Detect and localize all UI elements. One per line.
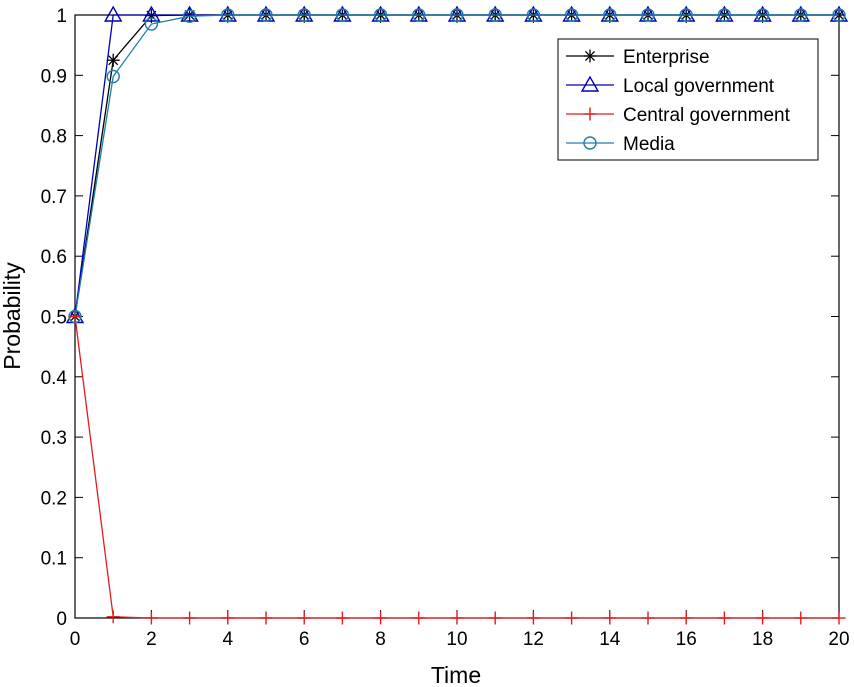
y-tick-label: 0.3	[41, 428, 67, 449]
series-central-government	[68, 310, 846, 625]
data-point	[183, 611, 197, 625]
data-point	[603, 611, 617, 625]
legend-box	[557, 38, 819, 161]
data-point	[144, 17, 159, 31]
y-tick-label: 0.8	[41, 127, 67, 148]
legend-marker	[583, 49, 597, 63]
x-tick-label: 10	[446, 629, 467, 650]
data-point	[755, 8, 770, 22]
legend-marker	[580, 75, 600, 92]
data-point	[106, 53, 120, 67]
data-point	[297, 8, 311, 22]
data-point	[335, 611, 349, 625]
data-point	[182, 9, 197, 23]
x-axis-label: Time	[431, 662, 481, 687]
data-point	[180, 5, 199, 22]
y-tick-label: 0.1	[41, 549, 67, 570]
y-tick-label: 0	[56, 609, 67, 630]
data-point	[259, 611, 273, 625]
data-point	[488, 611, 502, 625]
data-point	[412, 611, 426, 625]
legend-label: Central government	[623, 105, 791, 126]
data-point	[756, 611, 770, 625]
data-point	[106, 69, 120, 84]
data-point	[794, 8, 808, 22]
data-point	[142, 5, 161, 22]
data-point	[373, 8, 388, 22]
y-tick-label: 0.4	[41, 368, 68, 389]
data-point	[297, 611, 311, 625]
data-point	[335, 8, 350, 22]
x-tick-label: 0	[70, 629, 81, 650]
x-tick-label: 14	[599, 629, 621, 650]
data-point	[103, 5, 123, 22]
x-tick-label: 4	[223, 629, 234, 650]
y-tick-label: 0.7	[41, 187, 67, 208]
legend-entry: Media	[566, 134, 675, 155]
data-point	[717, 611, 731, 625]
legend-entry: Enterprise	[566, 47, 710, 68]
data-point	[679, 611, 693, 625]
data-point	[564, 8, 579, 22]
data-point	[565, 611, 579, 625]
data-point	[450, 8, 464, 22]
data-point	[603, 8, 617, 22]
y-tick-label: 0.5	[41, 308, 67, 329]
tick-labels: 0 2 4 6 8 10 12 14 16 18 20 0 0.1 0.2 0.3 0.4 0.5 0.6 0.7 0…	[41, 6, 850, 650]
y-tick-label: 0.9	[41, 66, 67, 87]
series-lines	[65, 5, 849, 625]
x-tick-label: 2	[146, 629, 157, 650]
data-point	[68, 309, 82, 324]
data-point	[717, 8, 732, 22]
x-tick-label: 16	[676, 629, 697, 650]
data-point	[450, 611, 464, 625]
data-point	[221, 611, 235, 625]
legend-label: Enterprise	[623, 47, 710, 68]
data-point	[221, 8, 235, 22]
legend-marker	[583, 136, 597, 150]
data-point	[832, 611, 846, 625]
legend-entry: Local government	[566, 75, 775, 97]
legend: Enterprise Local government Central govern…	[557, 38, 819, 161]
data-point	[106, 610, 120, 624]
data-point	[488, 8, 502, 22]
y-axis-label: Probability	[0, 262, 25, 370]
legend-label: Local government	[623, 76, 775, 97]
x-tick-label: 18	[752, 629, 773, 650]
series-line	[74, 14, 839, 317]
legend-label: Media	[623, 134, 675, 155]
legend-entry: Central government	[566, 105, 791, 126]
data-point	[259, 8, 273, 22]
x-tick-label: 6	[299, 629, 310, 650]
data-point	[641, 8, 655, 22]
y-tick-label: 0.6	[41, 247, 67, 268]
series-media	[68, 8, 846, 324]
legend-marker	[583, 107, 597, 121]
y-tick-label: 0.2	[41, 488, 67, 509]
data-point	[374, 611, 388, 625]
data-point	[794, 611, 808, 625]
data-point	[144, 611, 158, 625]
data-point	[679, 8, 693, 22]
x-tick-label: 20	[828, 629, 849, 650]
y-tick-label: 1	[56, 6, 67, 27]
data-point	[641, 611, 655, 625]
x-tick-label: 12	[523, 629, 544, 650]
x-tick-label: 8	[375, 629, 386, 650]
data-point	[832, 8, 846, 22]
data-point	[412, 8, 426, 22]
data-point	[526, 611, 540, 625]
data-point	[526, 8, 541, 22]
